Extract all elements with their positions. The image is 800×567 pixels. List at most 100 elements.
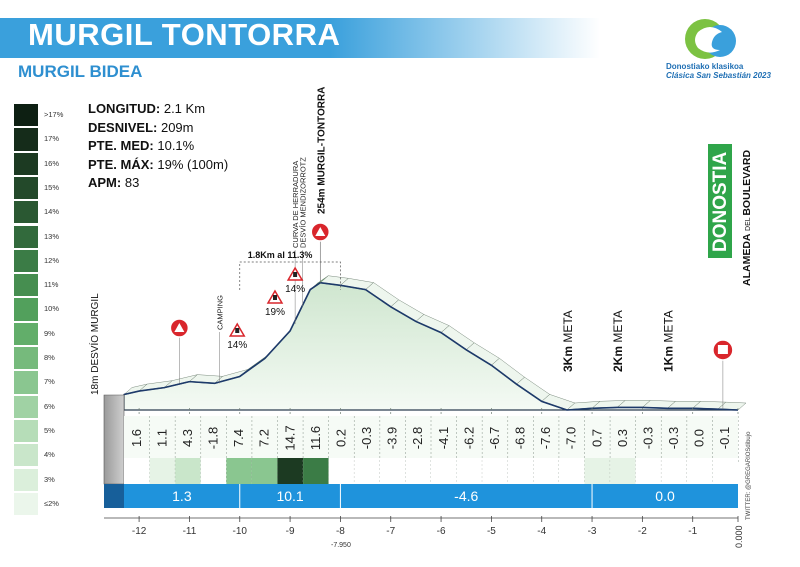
grade-value: 0.7 — [589, 429, 604, 447]
mountain-glyph — [174, 323, 185, 332]
x-tick-label: -9 — [286, 526, 295, 537]
legend-swatch — [14, 371, 38, 394]
x-tick-label: -2 — [638, 526, 647, 537]
meta-word: META — [561, 310, 575, 342]
grade-value: -0.3 — [359, 427, 374, 449]
grade-color-cell — [686, 458, 713, 484]
section-label: 10.1 — [276, 488, 303, 504]
x-tick-label: -10 — [233, 526, 248, 537]
grade-color-cell — [124, 458, 150, 484]
section-bar-side — [104, 484, 124, 508]
legend-swatch — [14, 347, 38, 370]
grade-color-cell — [482, 458, 508, 484]
grade-color-cell — [200, 458, 227, 484]
stat-row-apm: APM: 83 — [88, 175, 140, 190]
climb-note-prefix: 1.8Km al — [248, 250, 288, 260]
street-a: ALAMEDA — [741, 231, 753, 286]
meta-word: META — [611, 310, 625, 342]
steep-warning-glyph — [272, 295, 277, 300]
grade-color-cell — [635, 458, 662, 484]
landmark-label: DESVÍO MENDIZORROTZ — [299, 157, 308, 248]
start-label: 18m DESVÍO MURGIL — [88, 293, 101, 395]
legend-swatch — [14, 492, 38, 516]
grade-color-cell — [303, 458, 329, 484]
grade-color-cell — [226, 458, 252, 484]
x-tick-label: -8 — [336, 526, 345, 537]
legend-label: >17% — [44, 110, 64, 119]
finish-flag-glyph — [717, 345, 728, 354]
legend-label: 15% — [44, 182, 60, 192]
meta-km: 2Km — [611, 343, 625, 372]
meta-km: 1Km — [662, 343, 676, 372]
legend-swatch — [14, 225, 38, 248]
section-label: 1.3 — [172, 488, 192, 504]
x-tick-label: -7 — [386, 526, 395, 537]
meta-label: 2Km META — [611, 310, 625, 372]
legend-label: 3% — [44, 474, 55, 484]
grade-color-cell — [354, 458, 380, 484]
meta-label: 1Km META — [662, 310, 676, 372]
stat-row-elevation: DESNIVEL: 209m — [88, 119, 194, 135]
grade-value: 1.6 — [129, 429, 144, 447]
grade-value: -4.1 — [436, 427, 451, 449]
stats-panel: LONGITUD: 2.1 Km DESNIVEL: 209m PTE. MED… — [88, 100, 228, 193]
legend-label: 4% — [44, 450, 55, 460]
grade-color-cell — [661, 458, 687, 484]
meta-km: 3Km — [561, 343, 575, 372]
steep-warning-glyph — [235, 328, 240, 333]
steep-marker-label: 14% — [285, 284, 305, 295]
x-tick-label: -3 — [588, 526, 597, 537]
legend-label: 8% — [44, 353, 55, 362]
grade-value: 4.3 — [180, 429, 195, 447]
profile-outline — [123, 281, 739, 411]
grade-color-cell — [558, 458, 585, 484]
grade-value: 0.0 — [692, 429, 707, 447]
legend-swatch — [14, 322, 38, 345]
legend-label: 12% — [44, 255, 60, 265]
grade-color-cell — [584, 458, 611, 484]
grade-color-cell — [431, 458, 457, 484]
grade-color-cell — [712, 458, 738, 484]
x-tick-label: -6 — [437, 526, 446, 537]
legend-swatch — [14, 249, 38, 273]
climb-note: 1.8Km al 11.3% — [248, 250, 313, 260]
grade-value: 11.6 — [308, 426, 323, 450]
summit-label: 254m MURGIL-TONTORRA — [316, 87, 327, 214]
finish-city-label: DONOSTIA — [710, 151, 731, 252]
legend-swatch — [14, 176, 38, 200]
legend-label: 10% — [44, 304, 60, 314]
legend-swatch — [14, 468, 38, 491]
title-band — [0, 18, 600, 58]
grade-value: -1.8 — [206, 427, 221, 449]
x-tick-label: 0.000 — [734, 525, 744, 548]
legend-label: 14% — [44, 207, 60, 217]
page-title: MURGIL TONTORRA — [28, 17, 341, 52]
legend-label: 16% — [44, 158, 60, 168]
legend-label: ≤2% — [44, 498, 59, 508]
grade-color-cell — [533, 458, 559, 484]
section-bar — [124, 484, 738, 508]
grade-color-cell — [456, 458, 483, 484]
grade-color-cell — [328, 458, 355, 484]
logo-text-1: Donostiako klasikoa — [666, 62, 744, 71]
legend-label: 6% — [44, 401, 55, 411]
legend-swatch — [14, 104, 38, 127]
grade-value: -0.3 — [640, 427, 655, 449]
grade-color-cell — [405, 458, 431, 484]
page-subtitle: MURGIL BIDEA — [18, 62, 143, 81]
grade-color-cell — [379, 458, 406, 484]
finish-street-label: ALAMEDA DEL BOULEVARD — [741, 150, 753, 286]
grade-value: -6.8 — [513, 427, 528, 449]
legend-swatch — [14, 152, 38, 175]
stat-row-length: LONGITUD: 2.1 Km — [88, 101, 206, 116]
legend-label: 9% — [44, 328, 55, 338]
legend-label: 5% — [44, 425, 55, 435]
x-tick-label: -1 — [688, 526, 697, 537]
street-b: DEL — [745, 216, 752, 231]
grade-color-cell — [507, 458, 534, 484]
legend-swatch — [14, 419, 38, 443]
grade-color-cell — [251, 458, 278, 484]
landmark-label: CAMPING — [216, 295, 225, 330]
legend-swatch — [14, 395, 38, 418]
steep-marker-label: 14% — [227, 340, 247, 351]
